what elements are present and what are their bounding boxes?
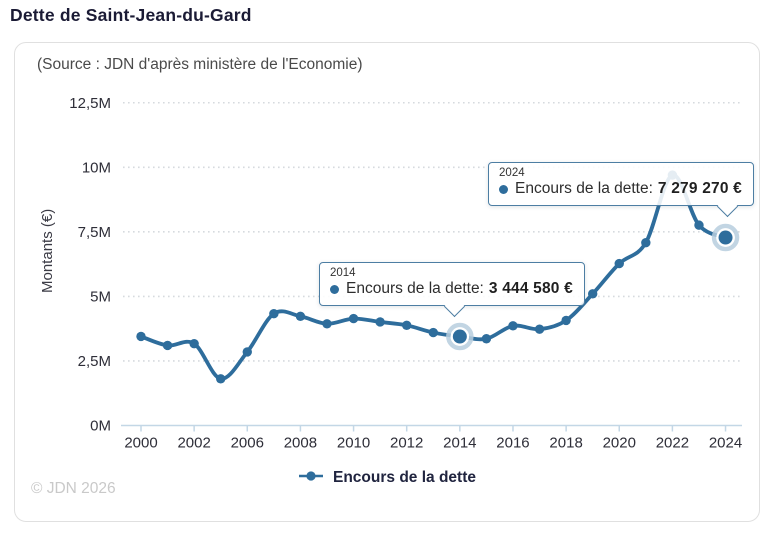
y-tick-label: 10M <box>82 159 111 176</box>
copyright-watermark: © JDN 2026 <box>31 480 116 497</box>
chart-source-subtitle: (Source : JDN d'après ministère de l'Eco… <box>37 56 363 73</box>
legend-item-encours[interactable]: Encours de la dette <box>333 469 476 486</box>
data-point[interactable] <box>561 315 571 326</box>
data-point-halo <box>711 223 740 252</box>
data-point[interactable] <box>614 258 624 269</box>
y-tick-label: 7,5M <box>78 224 111 241</box>
tooltip-value: 7 279 270 € <box>657 180 742 197</box>
page-title: Dette de Saint-Jean-du-Gard <box>10 5 252 25</box>
data-point[interactable] <box>694 220 704 230</box>
data-point[interactable] <box>295 311 306 321</box>
tooltip-2024: 2024 Encours de la dette: 7 279 270 € <box>488 162 754 217</box>
data-point[interactable] <box>348 313 359 324</box>
data-point[interactable] <box>189 338 199 349</box>
x-tick-label: 2000 <box>124 435 157 452</box>
x-tick-label: 2002 <box>177 435 210 452</box>
x-tick-label: 2006 <box>231 435 264 452</box>
y-axis-title: Montants (€) <box>39 208 56 293</box>
x-tick-label: 2016 <box>496 435 529 452</box>
data-point[interactable] <box>402 320 412 331</box>
x-tick-label: 2012 <box>390 435 423 452</box>
x-tick-label: 2024 <box>709 435 742 452</box>
data-point[interactable] <box>428 327 438 338</box>
data-point[interactable] <box>242 347 252 357</box>
data-point[interactable] <box>587 289 598 299</box>
data-point[interactable] <box>481 334 492 344</box>
data-point-halo <box>446 322 474 351</box>
data-point[interactable] <box>136 331 146 342</box>
tooltip-2014: 2014 Encours de la dette: 3 444 580 € <box>319 262 585 317</box>
x-tick-label: 2020 <box>603 435 636 452</box>
y-tick-label: 2,5M <box>78 353 111 370</box>
tooltip-year: 2024 <box>499 167 525 179</box>
legend-line-dot-icon <box>298 469 324 487</box>
tooltip-series-label: Encours de la dette: <box>346 280 484 297</box>
data-point-highlighted[interactable] <box>718 230 733 245</box>
y-tick-label: 12,5M <box>69 95 111 112</box>
data-point[interactable] <box>216 374 226 384</box>
data-point-highlighted[interactable] <box>452 329 467 344</box>
data-point[interactable] <box>322 319 332 329</box>
data-point[interactable] <box>534 324 545 334</box>
series-dot-icon <box>499 184 509 194</box>
x-tick-label: 2010 <box>337 435 370 452</box>
data-point[interactable] <box>162 340 173 351</box>
data-point[interactable] <box>269 308 279 319</box>
data-point[interactable] <box>375 317 385 327</box>
x-tick-label: 2014 <box>443 435 476 452</box>
tooltip-year: 2014 <box>330 267 356 279</box>
series-dot-icon <box>330 284 339 294</box>
legend: Encours de la dette <box>15 469 759 487</box>
data-point[interactable] <box>508 321 518 331</box>
x-tick-label: 2018 <box>549 435 582 452</box>
x-tick-label: 2008 <box>284 435 317 452</box>
x-tick-label: 2022 <box>656 435 689 452</box>
data-point[interactable] <box>641 237 651 248</box>
tooltip-series-label: Encours de la dette: <box>515 180 653 197</box>
y-tick-label: 5M <box>90 288 111 305</box>
y-tick-label: 0M <box>90 418 111 435</box>
tooltip-value: 3 444 580 € <box>488 280 573 297</box>
